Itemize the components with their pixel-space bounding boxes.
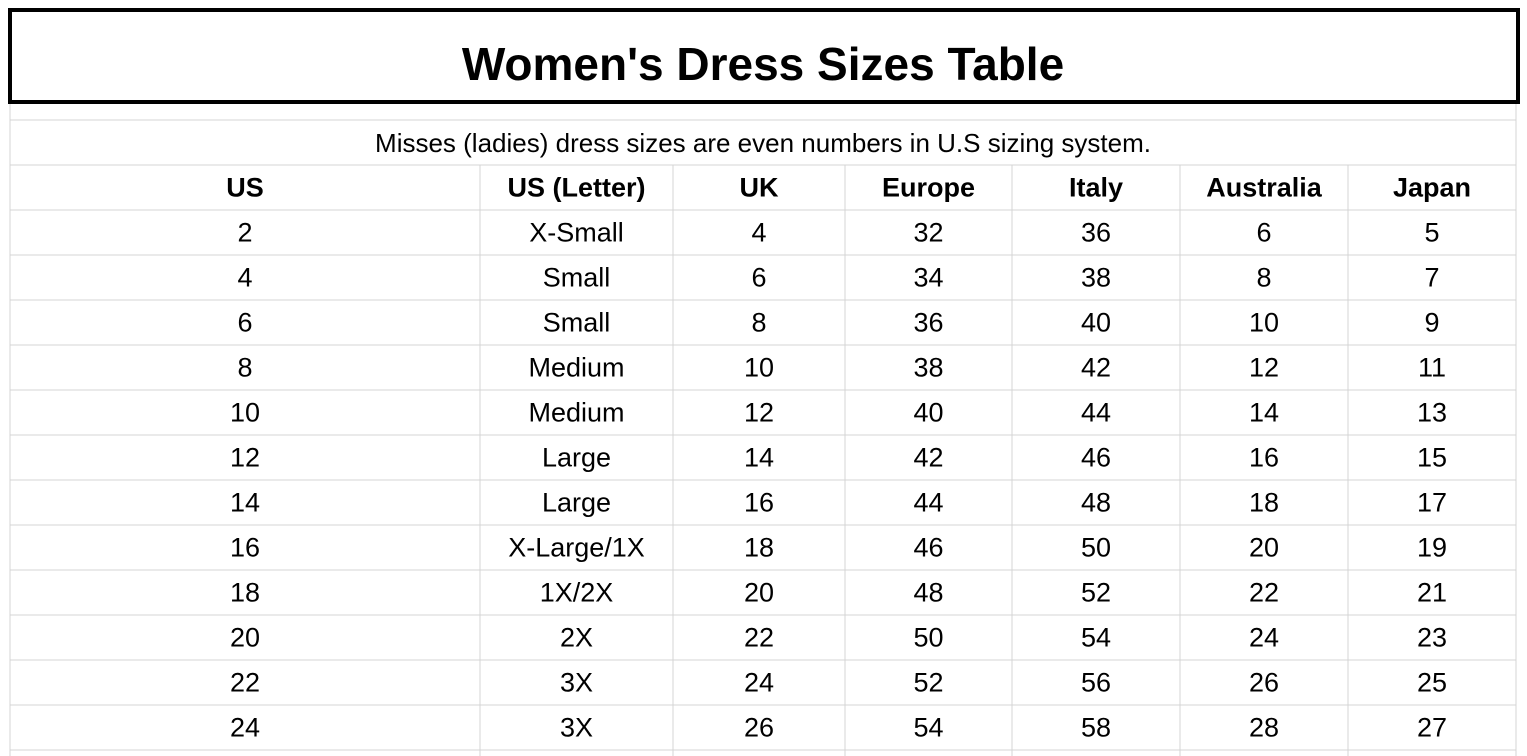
header-cell: Australia	[1206, 173, 1323, 203]
table-cell: Large	[542, 488, 611, 518]
table-cell: Medium	[528, 398, 624, 428]
table-cell: 34	[913, 263, 943, 293]
table-cell: X-Small	[529, 218, 624, 248]
table-cell: 46	[1081, 443, 1111, 473]
table-cell: 14	[230, 488, 260, 518]
table-cell: Small	[543, 308, 611, 338]
table-cell: 11	[1418, 353, 1446, 383]
table-cell: 2X	[560, 623, 593, 653]
table-cell: 27	[1417, 713, 1447, 743]
table-cell: 54	[1081, 623, 1111, 653]
table-cell: 38	[1081, 263, 1111, 293]
table-cell: 18	[744, 533, 774, 563]
table-cell: 20	[230, 623, 260, 653]
table-cell: 4	[237, 263, 252, 293]
header-cell: UK	[740, 173, 779, 203]
table-cell: 12	[1249, 353, 1279, 383]
table-cell: 14	[1249, 398, 1279, 428]
table-cell: 46	[913, 533, 943, 563]
table-cell: 4	[751, 218, 766, 248]
header-cell: US (Letter)	[507, 173, 645, 203]
header-cell: US	[226, 173, 264, 203]
table-cell: 24	[1249, 623, 1279, 653]
table-cell: 10	[744, 353, 774, 383]
table-cell: 22	[1249, 578, 1279, 608]
table-cell: 12	[230, 443, 260, 473]
table-cell: 24	[230, 713, 260, 743]
table-cell: 19	[1417, 533, 1447, 563]
table-cell: 24	[744, 668, 774, 698]
table-cell: 50	[1081, 533, 1111, 563]
table-cell: 36	[913, 308, 943, 338]
table-cell: 25	[1417, 668, 1447, 698]
table-cell: 10	[1249, 308, 1279, 338]
table-cell: 48	[1081, 488, 1111, 518]
table-cell: 32	[913, 218, 943, 248]
table-cell: 40	[913, 398, 943, 428]
table-subtitle: Misses (ladies) dress sizes are even num…	[375, 128, 1151, 158]
table-cell: 40	[1081, 308, 1111, 338]
table-cell: 8	[237, 353, 252, 383]
table-cell: 6	[237, 308, 252, 338]
table-cell: 56	[1081, 668, 1111, 698]
table-cell: 3X	[560, 713, 593, 743]
table-cell: Medium	[528, 353, 624, 383]
table-cell: 20	[744, 578, 774, 608]
table-cell: 23	[1417, 623, 1447, 653]
table-cell: 18	[230, 578, 260, 608]
table-cell: 6	[751, 263, 766, 293]
title-box	[8, 8, 1520, 104]
table-cell: 12	[744, 398, 774, 428]
table-cell: 8	[751, 308, 766, 338]
header-cell: Europe	[882, 173, 975, 203]
table-cell: 22	[744, 623, 774, 653]
table-cell: 52	[913, 668, 943, 698]
table-cell: 7	[1424, 263, 1439, 293]
table-cell: 9	[1424, 308, 1439, 338]
table-cell: 8	[1256, 263, 1271, 293]
table-cell: 6	[1256, 218, 1271, 248]
table-cell: 26	[1249, 668, 1279, 698]
table-cell: 28	[1249, 713, 1279, 743]
table-cell: 38	[913, 353, 943, 383]
table-cell: 26	[744, 713, 774, 743]
table-cell: 54	[913, 713, 943, 743]
table-cell: Large	[542, 443, 611, 473]
table-cell: 16	[744, 488, 774, 518]
table-title: Women's Dress Sizes Table	[462, 38, 1064, 90]
table-cell: 36	[1081, 218, 1111, 248]
table-cell: 48	[913, 578, 943, 608]
table-cell: 13	[1417, 398, 1447, 428]
header-cell: Japan	[1393, 173, 1471, 203]
table-cell: 15	[1417, 443, 1447, 473]
table-cell: 42	[913, 443, 943, 473]
table-cell: 18	[1249, 488, 1279, 518]
table-cell: 20	[1249, 533, 1279, 563]
table-cell: 58	[1081, 713, 1111, 743]
table-cell: 10	[230, 398, 260, 428]
table-cell: 17	[1417, 488, 1447, 518]
table-cell: 50	[913, 623, 943, 653]
table-cell: 42	[1081, 353, 1111, 383]
table-cell: 16	[1249, 443, 1279, 473]
table-cell: X-Large/1X	[508, 533, 645, 563]
table-cell: 16	[230, 533, 260, 563]
table-cell: 1X/2X	[540, 578, 614, 608]
table-cell: 44	[1081, 398, 1111, 428]
header-cell: Italy	[1069, 173, 1123, 203]
table-cell: 14	[744, 443, 774, 473]
table-cell: 44	[913, 488, 943, 518]
table-cell: 3X	[560, 668, 593, 698]
table-cell: 5	[1424, 218, 1439, 248]
table-cell: 21	[1417, 578, 1447, 608]
table-cell: Small	[543, 263, 611, 293]
table-cell: 22	[230, 668, 260, 698]
table-cell: 52	[1081, 578, 1111, 608]
table-cell: 2	[237, 218, 252, 248]
